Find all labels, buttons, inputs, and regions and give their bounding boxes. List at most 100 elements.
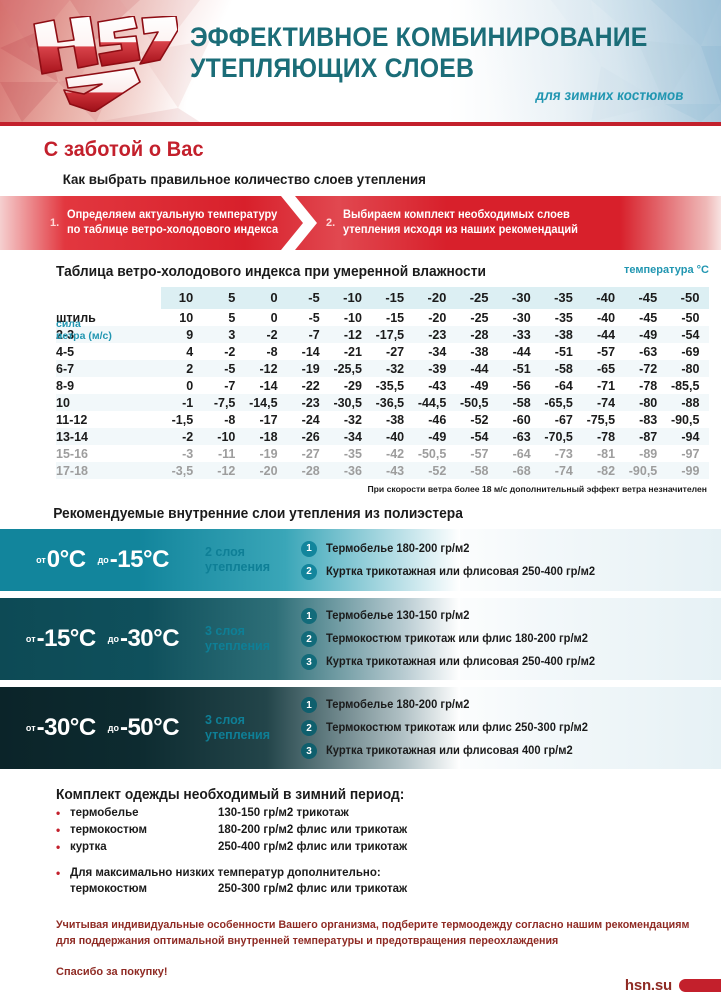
windchill-cell: -58	[456, 462, 499, 479]
polygon-decor-right	[551, 0, 721, 122]
windchill-cell: -54	[456, 428, 499, 445]
kit-bullet-icon: •	[56, 823, 61, 837]
windchill-cell: -39	[414, 360, 457, 377]
step-1-line2: по таблице ветро-холодового индекса	[67, 224, 279, 236]
band-layers-label: 2 слоя утепления	[205, 529, 293, 591]
windchill-cell: -12	[329, 326, 372, 343]
windchill-cell: -32	[371, 360, 415, 377]
band-item: 3 Куртка трикотажная или флисовая 250-400…	[301, 654, 721, 670]
windchill-cell: -1	[161, 394, 204, 411]
windchill-row: 4-5 4 -2 -8 -14 -21 -27 -34 -38 -44 -51 -57 -63 -69	[56, 343, 709, 360]
windchill-cell: -20	[245, 462, 288, 479]
windchill-wind-speed: 15-16	[56, 446, 88, 461]
band-item-number-badge: 2	[301, 563, 317, 580]
logo[interactable]	[0, 0, 190, 122]
windchill-row: 17-18 -3,5 -12 -20 -28 -36 -43 -52 -58 -68 -74 -82-…	[56, 462, 710, 479]
windchill-cell: -49	[625, 326, 668, 343]
windchill-col-header: 0	[245, 287, 288, 309]
windchill-wind-speed: 2-3	[56, 326, 161, 343]
windchill-cell: -87	[625, 428, 668, 445]
windchill-cell: -7,5	[203, 394, 246, 411]
windchill-cell: -40	[596, 310, 616, 325]
windchill-cell: 5	[228, 310, 236, 325]
windchill-cell: 10	[179, 310, 194, 325]
windchill-wind-speed: штиль	[56, 310, 96, 325]
windchill-wind-speed: 10	[56, 394, 161, 411]
band-from-value: -15°C	[36, 625, 97, 652]
windchill-col-header: -30	[498, 287, 541, 309]
band-to-prefix: до	[107, 634, 119, 644]
windchill-cell: -40	[371, 428, 415, 445]
header-title-block: ЭФФЕКТИВНОЕ КОМБИНИРОВАНИЕ УТЕПЛЯЮЩИХ СЛ…	[190, 0, 687, 104]
windchill-cell: -12	[203, 462, 246, 479]
windchill-cell: -85,5	[670, 378, 700, 393]
band-from-prefix: от	[36, 555, 46, 565]
windchill-corner-cell	[56, 287, 161, 309]
wind-speed-axis-label: сила ветра (м/с)	[56, 315, 112, 342]
band-item-text: Куртка трикотажная или флисовая 250-400 …	[326, 656, 596, 668]
windchill-cell: 9	[161, 326, 204, 343]
footer-site-bar[interactable]: hsn.su	[625, 977, 721, 994]
band-items-list: 1 Термобелье 130-150 гр/м2 2 Термокостюм тр…	[293, 598, 721, 680]
windchill-cell: -74	[540, 462, 583, 479]
windchill-col-header: 5	[203, 287, 246, 309]
step-2-number: 2.	[326, 217, 336, 229]
wind-speed-label-line2: ветра (м/с)	[56, 329, 112, 342]
chevron-right-icon	[281, 196, 317, 250]
band-right-background	[421, 529, 721, 591]
windchill-cell: -57	[596, 344, 616, 359]
header-banner: ЭФФЕКТИВНОЕ КОМБИНИРОВАНИЕ УТЕПЛЯЮЩИХ СЛ…	[0, 0, 721, 122]
band-layers-label: 3 слоя утепления	[205, 687, 293, 769]
windchill-cell: -63	[639, 344, 658, 359]
recommendation-band: от -30°C до -50°C 3 слоя утепления 1 Термобелье…	[0, 687, 721, 769]
wind-speed-label-line1: сила	[56, 318, 81, 330]
windchill-cell: -71	[596, 378, 616, 393]
band-color-block	[0, 529, 460, 591]
windchill-table-body: штиль 10 5 0 -5 -10 -15 -20 -25 -30 -35 -40 -45 -50 2-…	[56, 309, 710, 479]
windchill-cell: -75,5	[586, 412, 616, 427]
windchill-cell: -43	[371, 462, 415, 479]
kit-bullet-icon: •	[56, 866, 61, 880]
windchill-cell: -52	[414, 462, 457, 479]
band-temperature-range: от -30°C до -50°C	[0, 687, 205, 769]
recommendation-band: от 0°C до -15°C 2 слоя утепления 1 Термобелье 1…	[0, 529, 721, 591]
windchill-cell: -45	[639, 310, 658, 325]
footer-line1: Учитывая индивидуальные особенности Ваше…	[56, 919, 690, 931]
steps-banner: 1. Определяем актуальную температуру по …	[0, 196, 721, 250]
footer-site-url[interactable]: hsn.su	[624, 977, 672, 994]
windchill-col-header: -15	[371, 287, 415, 309]
windchill-cell: -99	[667, 462, 710, 479]
windchill-cell: -2	[161, 428, 204, 445]
band-item-text: Термокостюм трикотаж или флис 180-200 гр…	[326, 633, 589, 645]
footer-tab-decor	[679, 979, 721, 992]
windchill-cell: -83	[639, 412, 658, 427]
windchill-wind-speed: 8-9	[56, 378, 75, 393]
windchill-cell: -69	[681, 344, 700, 359]
windchill-row: 15-16 -3 -11 -19 -27 -35 -42 -50,5 -57 -64 -73 -81 -…	[56, 445, 709, 462]
windchill-cell: -2	[245, 326, 288, 343]
windchill-cell: -26	[287, 428, 330, 445]
windchill-cell: -63	[498, 428, 541, 445]
kit-bullet-icon: •	[56, 806, 61, 820]
step-1-number: 1.	[50, 217, 60, 229]
windchill-cell: -34	[329, 428, 372, 445]
windchill-cell: -3	[182, 446, 194, 461]
kit-extra-name: термокостюм	[70, 883, 147, 895]
band-item-number-badge: 1	[301, 608, 317, 624]
kit-row: • термобелье 130-150 гр/м2 трикотаж	[56, 807, 721, 820]
hsn-logo-icon	[33, 16, 178, 112]
windchill-note: При скорости ветра более 18 м/с дополнит…	[367, 484, 708, 494]
windchill-cell: -17	[259, 412, 278, 427]
windchill-row: 13-14 -2 -10 -18 -26 -34 -40 -49 -54 -63 -70,5 -78-…	[56, 428, 710, 445]
windchill-cell: -10	[203, 428, 246, 445]
windchill-cell: -78	[639, 378, 658, 393]
footer-line2: для поддержания оптимальной внутренней т…	[56, 935, 559, 947]
band-layers-line2: утепления	[205, 728, 270, 742]
windchill-cell: -30	[512, 310, 531, 325]
recommendations-heading: Рекомендуемые внутренние слои утепления …	[53, 506, 463, 522]
windchill-cell: -35	[343, 446, 362, 461]
windchill-col-header: -5	[287, 287, 330, 309]
header-title-line2: УТЕПЛЯЮЩИХ СЛОЕВ	[190, 53, 475, 83]
windchill-cell: -27	[386, 344, 405, 359]
windchill-cell: -43	[428, 378, 447, 393]
